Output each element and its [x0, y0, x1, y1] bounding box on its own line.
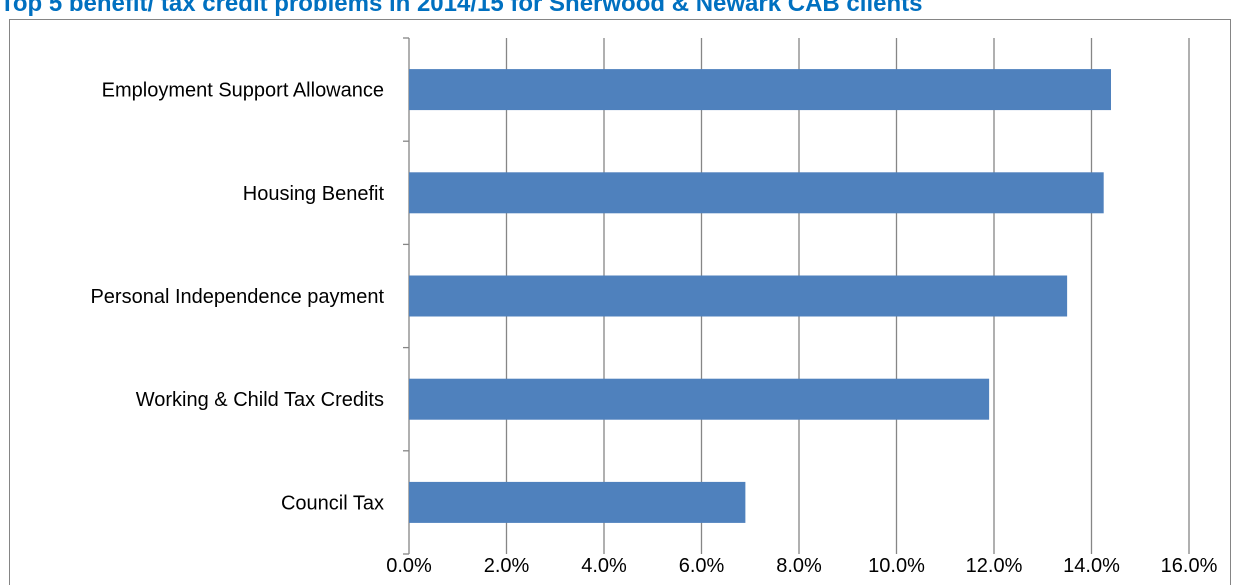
x-tick-label: 0.0%	[386, 555, 432, 577]
chart-title: Top 5 benefit/ tax credit problems in 20…	[0, 0, 923, 17]
value-axis-tick-labels: 0.0% 2.0% 4.0% 6.0% 8.0% 10.0% 12.0% 14.0% 16.0%	[386, 555, 1217, 577]
category-axis	[403, 37, 410, 555]
x-tick-label: 14.0%	[1063, 555, 1120, 577]
category-label: Personal Independence payment	[90, 286, 384, 308]
bars	[409, 69, 1111, 523]
category-label: Working & Child Tax Credits	[136, 389, 384, 411]
bar	[409, 69, 1111, 111]
x-tick-label: 4.0%	[581, 555, 627, 577]
category-label: Employment Support Allowance	[102, 80, 384, 102]
x-tick-label: 16.0%	[1161, 555, 1218, 577]
category-labels: Employment Support Allowance Housing Bene…	[90, 80, 384, 515]
x-tick-label: 2.0%	[484, 555, 530, 577]
bar	[409, 481, 746, 523]
category-label: Housing Benefit	[243, 183, 385, 205]
chart-frame	[9, 19, 1231, 585]
bar	[409, 275, 1068, 317]
x-tick-label: 12.0%	[966, 555, 1023, 577]
bar	[409, 378, 990, 420]
category-label: Council Tax	[281, 492, 384, 514]
bar	[409, 172, 1104, 214]
x-tick-label: 8.0%	[776, 555, 822, 577]
x-tick-label: 10.0%	[868, 555, 925, 577]
x-tick-label: 6.0%	[679, 555, 725, 577]
